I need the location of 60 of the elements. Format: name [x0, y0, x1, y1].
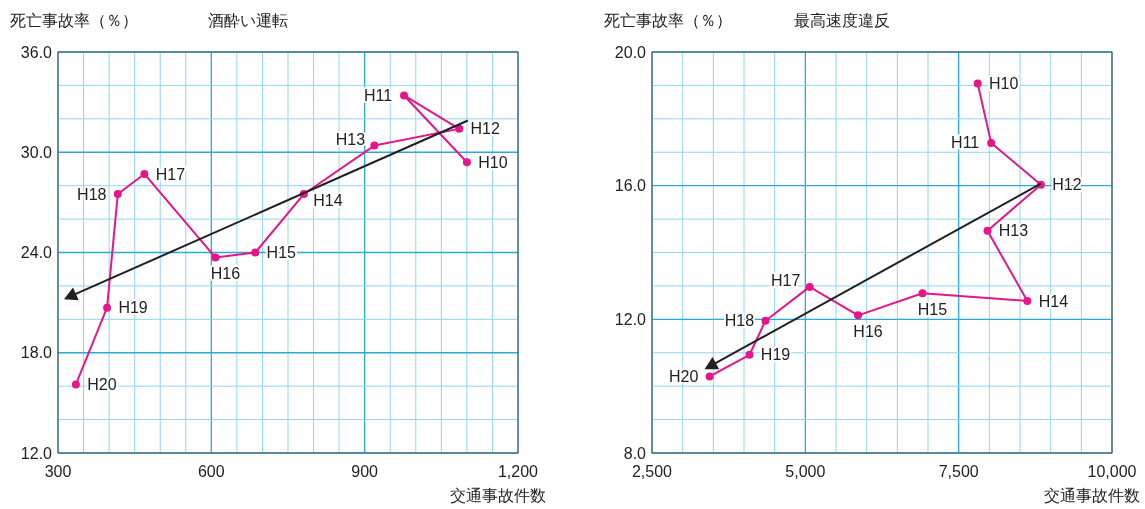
point: [854, 311, 863, 320]
x-tick-label: 900: [351, 463, 379, 480]
x-tick-label: 300: [44, 463, 72, 480]
y-tick-label: 20.0: [614, 43, 647, 61]
y-tick-label: 12.0: [20, 444, 53, 462]
chart-title: 酒酔い運転: [208, 12, 288, 29]
annotation: H14: [313, 192, 343, 210]
point: [973, 79, 982, 88]
y-tick-label: 24.0: [20, 244, 53, 262]
point: [211, 253, 220, 262]
annotation: H10: [989, 75, 1019, 93]
y-tick-label: 18.0: [20, 344, 53, 362]
point: [1023, 296, 1032, 305]
y-axis-title: 死亡事故率（％）: [10, 12, 138, 29]
point: [761, 316, 770, 325]
y-axis-title: 死亡事故率（％）: [604, 12, 732, 29]
x-axis-title: 交通事故件数: [1044, 487, 1140, 504]
x-tick-label: 2,500: [631, 463, 673, 480]
point: [462, 158, 471, 167]
point: [705, 372, 714, 381]
annotation: H15: [917, 300, 948, 318]
point: [140, 169, 149, 178]
x-tick-label: 600: [197, 463, 225, 480]
x-tick-label: 1,200: [497, 463, 539, 480]
annotation: H16: [853, 322, 883, 340]
point: [987, 138, 996, 147]
point: [455, 124, 464, 133]
annotation: H19: [118, 299, 148, 317]
annotation: H17: [770, 272, 801, 290]
x-tick-label: 7,500: [938, 463, 979, 480]
annotation: H16: [210, 264, 241, 282]
point: [113, 190, 122, 199]
y-tick-label: 36.0: [20, 43, 53, 61]
x-tick-label: 5,000: [785, 463, 826, 480]
point: [400, 91, 409, 100]
y-tick-label: 8.0: [623, 444, 647, 462]
point: [370, 141, 379, 150]
annotation: H20: [668, 368, 699, 386]
annotation: H17: [155, 165, 186, 183]
point: [918, 289, 927, 298]
x-tick-label: 10,000: [1087, 463, 1137, 480]
point: [745, 350, 754, 359]
annotation: H11: [363, 87, 393, 105]
annotation: H12: [470, 120, 500, 138]
chart-title: 最高速度違反: [794, 12, 890, 29]
annotation: H10: [478, 153, 508, 171]
point: [251, 248, 260, 257]
annotation: H19: [760, 346, 791, 364]
y-tick-label: 16.0: [614, 177, 647, 195]
point: [983, 226, 992, 235]
point: [805, 282, 814, 291]
y-tick-label: 30.0: [20, 143, 53, 161]
y-tick-label: 12.0: [614, 310, 647, 328]
annotation: H13: [998, 222, 1029, 240]
annotation: H14: [1038, 292, 1069, 310]
annotation: H20: [87, 376, 117, 394]
point: [71, 380, 80, 389]
annotation: H18: [77, 185, 107, 203]
x-axis-title: 交通事故件数: [450, 487, 546, 504]
point: [103, 303, 112, 312]
